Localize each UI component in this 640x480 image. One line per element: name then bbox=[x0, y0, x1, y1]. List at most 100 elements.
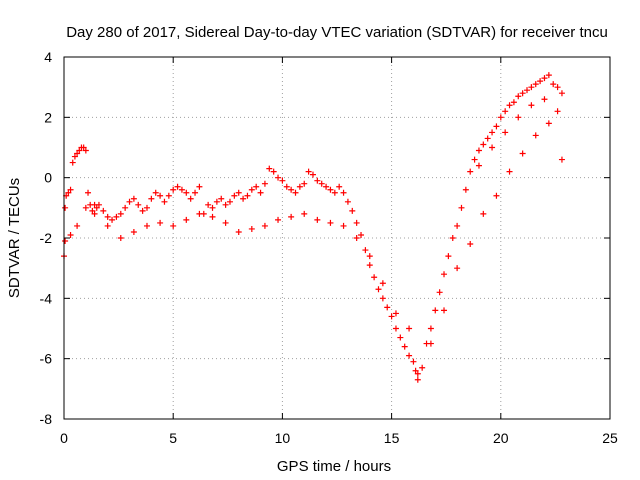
data-point bbox=[519, 150, 526, 157]
data-point bbox=[467, 168, 474, 175]
data-point bbox=[353, 219, 360, 226]
x-tick-label: 15 bbox=[384, 430, 400, 446]
y-axis-label: SDTVAR / TECUs bbox=[6, 178, 23, 298]
data-point bbox=[248, 186, 255, 193]
data-point bbox=[506, 102, 513, 109]
y-tick-label: 2 bbox=[44, 109, 52, 125]
data-point bbox=[327, 219, 334, 226]
data-point bbox=[135, 201, 142, 208]
data-point bbox=[235, 228, 242, 235]
data-point bbox=[275, 174, 282, 181]
data-point bbox=[296, 183, 303, 190]
data-point bbox=[152, 189, 159, 196]
data-point bbox=[104, 222, 111, 229]
data-point bbox=[143, 222, 150, 229]
data-point bbox=[222, 201, 229, 208]
data-point bbox=[458, 204, 465, 211]
data-point bbox=[226, 198, 233, 205]
data-point bbox=[541, 75, 548, 82]
data-point bbox=[375, 286, 382, 293]
data-point bbox=[493, 123, 500, 130]
y-tick-label: -4 bbox=[40, 290, 53, 306]
data-point bbox=[314, 216, 321, 223]
data-point bbox=[379, 280, 386, 287]
data-point bbox=[558, 156, 565, 163]
data-point bbox=[558, 90, 565, 97]
data-point bbox=[196, 183, 203, 190]
data-point bbox=[441, 271, 448, 278]
data-point bbox=[301, 180, 308, 187]
data-point bbox=[109, 216, 116, 223]
data-point bbox=[130, 195, 137, 202]
data-point bbox=[519, 90, 526, 97]
data-point bbox=[67, 186, 74, 193]
data-point bbox=[122, 204, 129, 211]
data-point bbox=[261, 180, 268, 187]
x-tick-label: 10 bbox=[275, 430, 291, 446]
data-point bbox=[183, 189, 190, 196]
data-point bbox=[528, 102, 535, 109]
data-point bbox=[283, 183, 290, 190]
data-point bbox=[91, 201, 98, 208]
data-series bbox=[61, 72, 565, 383]
data-point bbox=[480, 210, 487, 217]
data-point bbox=[392, 325, 399, 332]
data-point bbox=[244, 192, 251, 199]
data-point bbox=[82, 147, 89, 154]
data-point bbox=[349, 207, 356, 214]
data-point bbox=[541, 96, 548, 103]
data-point bbox=[292, 189, 299, 196]
x-axis-label: GPS time / hours bbox=[277, 458, 391, 475]
data-point bbox=[379, 295, 386, 302]
data-point bbox=[192, 189, 199, 196]
data-point bbox=[71, 153, 78, 160]
data-point bbox=[178, 186, 185, 193]
data-point bbox=[100, 207, 107, 214]
data-point bbox=[412, 367, 419, 374]
data-point bbox=[454, 222, 461, 229]
data-point bbox=[550, 81, 557, 88]
data-point bbox=[161, 198, 168, 205]
data-point bbox=[85, 189, 92, 196]
data-point bbox=[266, 165, 273, 172]
data-point bbox=[427, 325, 434, 332]
data-point bbox=[445, 253, 452, 260]
data-point bbox=[475, 162, 482, 169]
data-point bbox=[353, 235, 360, 241]
data-point bbox=[327, 186, 334, 193]
data-point bbox=[76, 147, 83, 154]
axis-ticks bbox=[63, 56, 611, 420]
data-point bbox=[366, 262, 373, 269]
y-tick-label: -6 bbox=[40, 351, 53, 367]
data-point bbox=[414, 376, 421, 383]
data-point bbox=[384, 304, 391, 311]
data-point bbox=[537, 78, 544, 85]
data-point bbox=[340, 222, 347, 229]
data-point bbox=[74, 150, 81, 157]
data-point bbox=[502, 129, 509, 136]
data-point bbox=[91, 210, 98, 217]
data-point bbox=[454, 265, 461, 272]
data-point bbox=[82, 204, 89, 211]
data-point bbox=[336, 183, 343, 190]
data-point bbox=[231, 192, 238, 199]
y-tick-label: -2 bbox=[40, 230, 53, 246]
data-point bbox=[213, 198, 220, 205]
data-point bbox=[157, 192, 164, 199]
data-point bbox=[148, 195, 155, 202]
data-point bbox=[275, 216, 282, 223]
data-point bbox=[74, 222, 81, 229]
y-tick-label: 4 bbox=[44, 49, 52, 65]
data-point bbox=[279, 177, 286, 184]
data-point bbox=[165, 192, 172, 199]
data-point bbox=[288, 186, 295, 193]
data-point bbox=[209, 213, 216, 220]
data-point bbox=[401, 343, 408, 350]
grid-lines bbox=[64, 57, 610, 419]
data-point bbox=[222, 219, 229, 226]
tick-labels: 0 5 10 15 20 25 -8 -6 -4 -2 0 2 4 bbox=[40, 49, 618, 446]
data-point bbox=[323, 183, 330, 190]
data-point bbox=[480, 141, 487, 148]
data-point bbox=[240, 195, 247, 202]
